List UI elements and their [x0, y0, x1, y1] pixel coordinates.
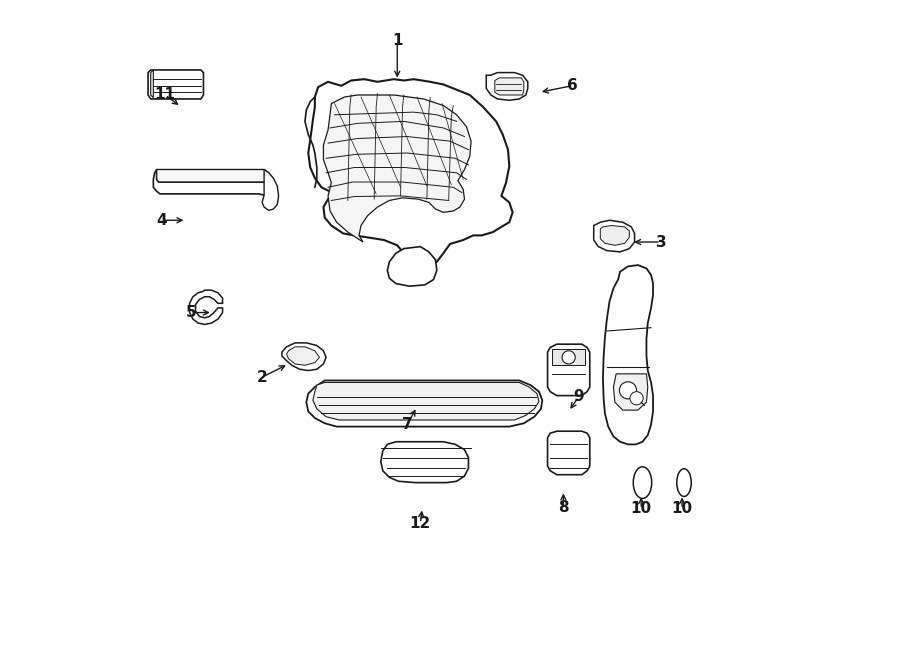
Polygon shape: [594, 220, 634, 252]
Polygon shape: [486, 73, 527, 100]
Polygon shape: [495, 78, 524, 95]
Text: 9: 9: [573, 389, 584, 404]
Polygon shape: [157, 169, 272, 182]
Circle shape: [619, 382, 636, 399]
Polygon shape: [262, 169, 279, 211]
Polygon shape: [148, 70, 203, 99]
Polygon shape: [614, 374, 648, 410]
Polygon shape: [309, 79, 513, 266]
Polygon shape: [547, 431, 590, 475]
Polygon shape: [282, 343, 326, 371]
Text: 7: 7: [401, 417, 412, 432]
Polygon shape: [600, 226, 629, 246]
Polygon shape: [547, 344, 590, 396]
Text: 11: 11: [155, 87, 176, 103]
Circle shape: [630, 392, 644, 405]
Text: 2: 2: [256, 369, 267, 385]
Polygon shape: [313, 383, 539, 420]
Text: 6: 6: [567, 78, 577, 93]
Polygon shape: [387, 247, 436, 286]
Polygon shape: [190, 290, 222, 324]
Text: 10: 10: [671, 502, 693, 516]
Ellipse shape: [634, 467, 652, 498]
Polygon shape: [306, 381, 543, 426]
Text: 4: 4: [156, 213, 166, 228]
Text: 12: 12: [410, 516, 431, 531]
Polygon shape: [603, 265, 653, 444]
Polygon shape: [553, 350, 585, 365]
Text: 5: 5: [186, 305, 197, 320]
Circle shape: [562, 351, 575, 364]
Polygon shape: [150, 70, 153, 97]
Text: 10: 10: [631, 502, 652, 516]
Polygon shape: [153, 169, 277, 209]
Polygon shape: [323, 95, 471, 242]
Polygon shape: [286, 347, 320, 365]
Polygon shape: [381, 442, 469, 483]
Text: 8: 8: [558, 500, 569, 515]
Text: 1: 1: [392, 34, 402, 48]
Ellipse shape: [677, 469, 691, 496]
Text: 3: 3: [655, 234, 666, 250]
